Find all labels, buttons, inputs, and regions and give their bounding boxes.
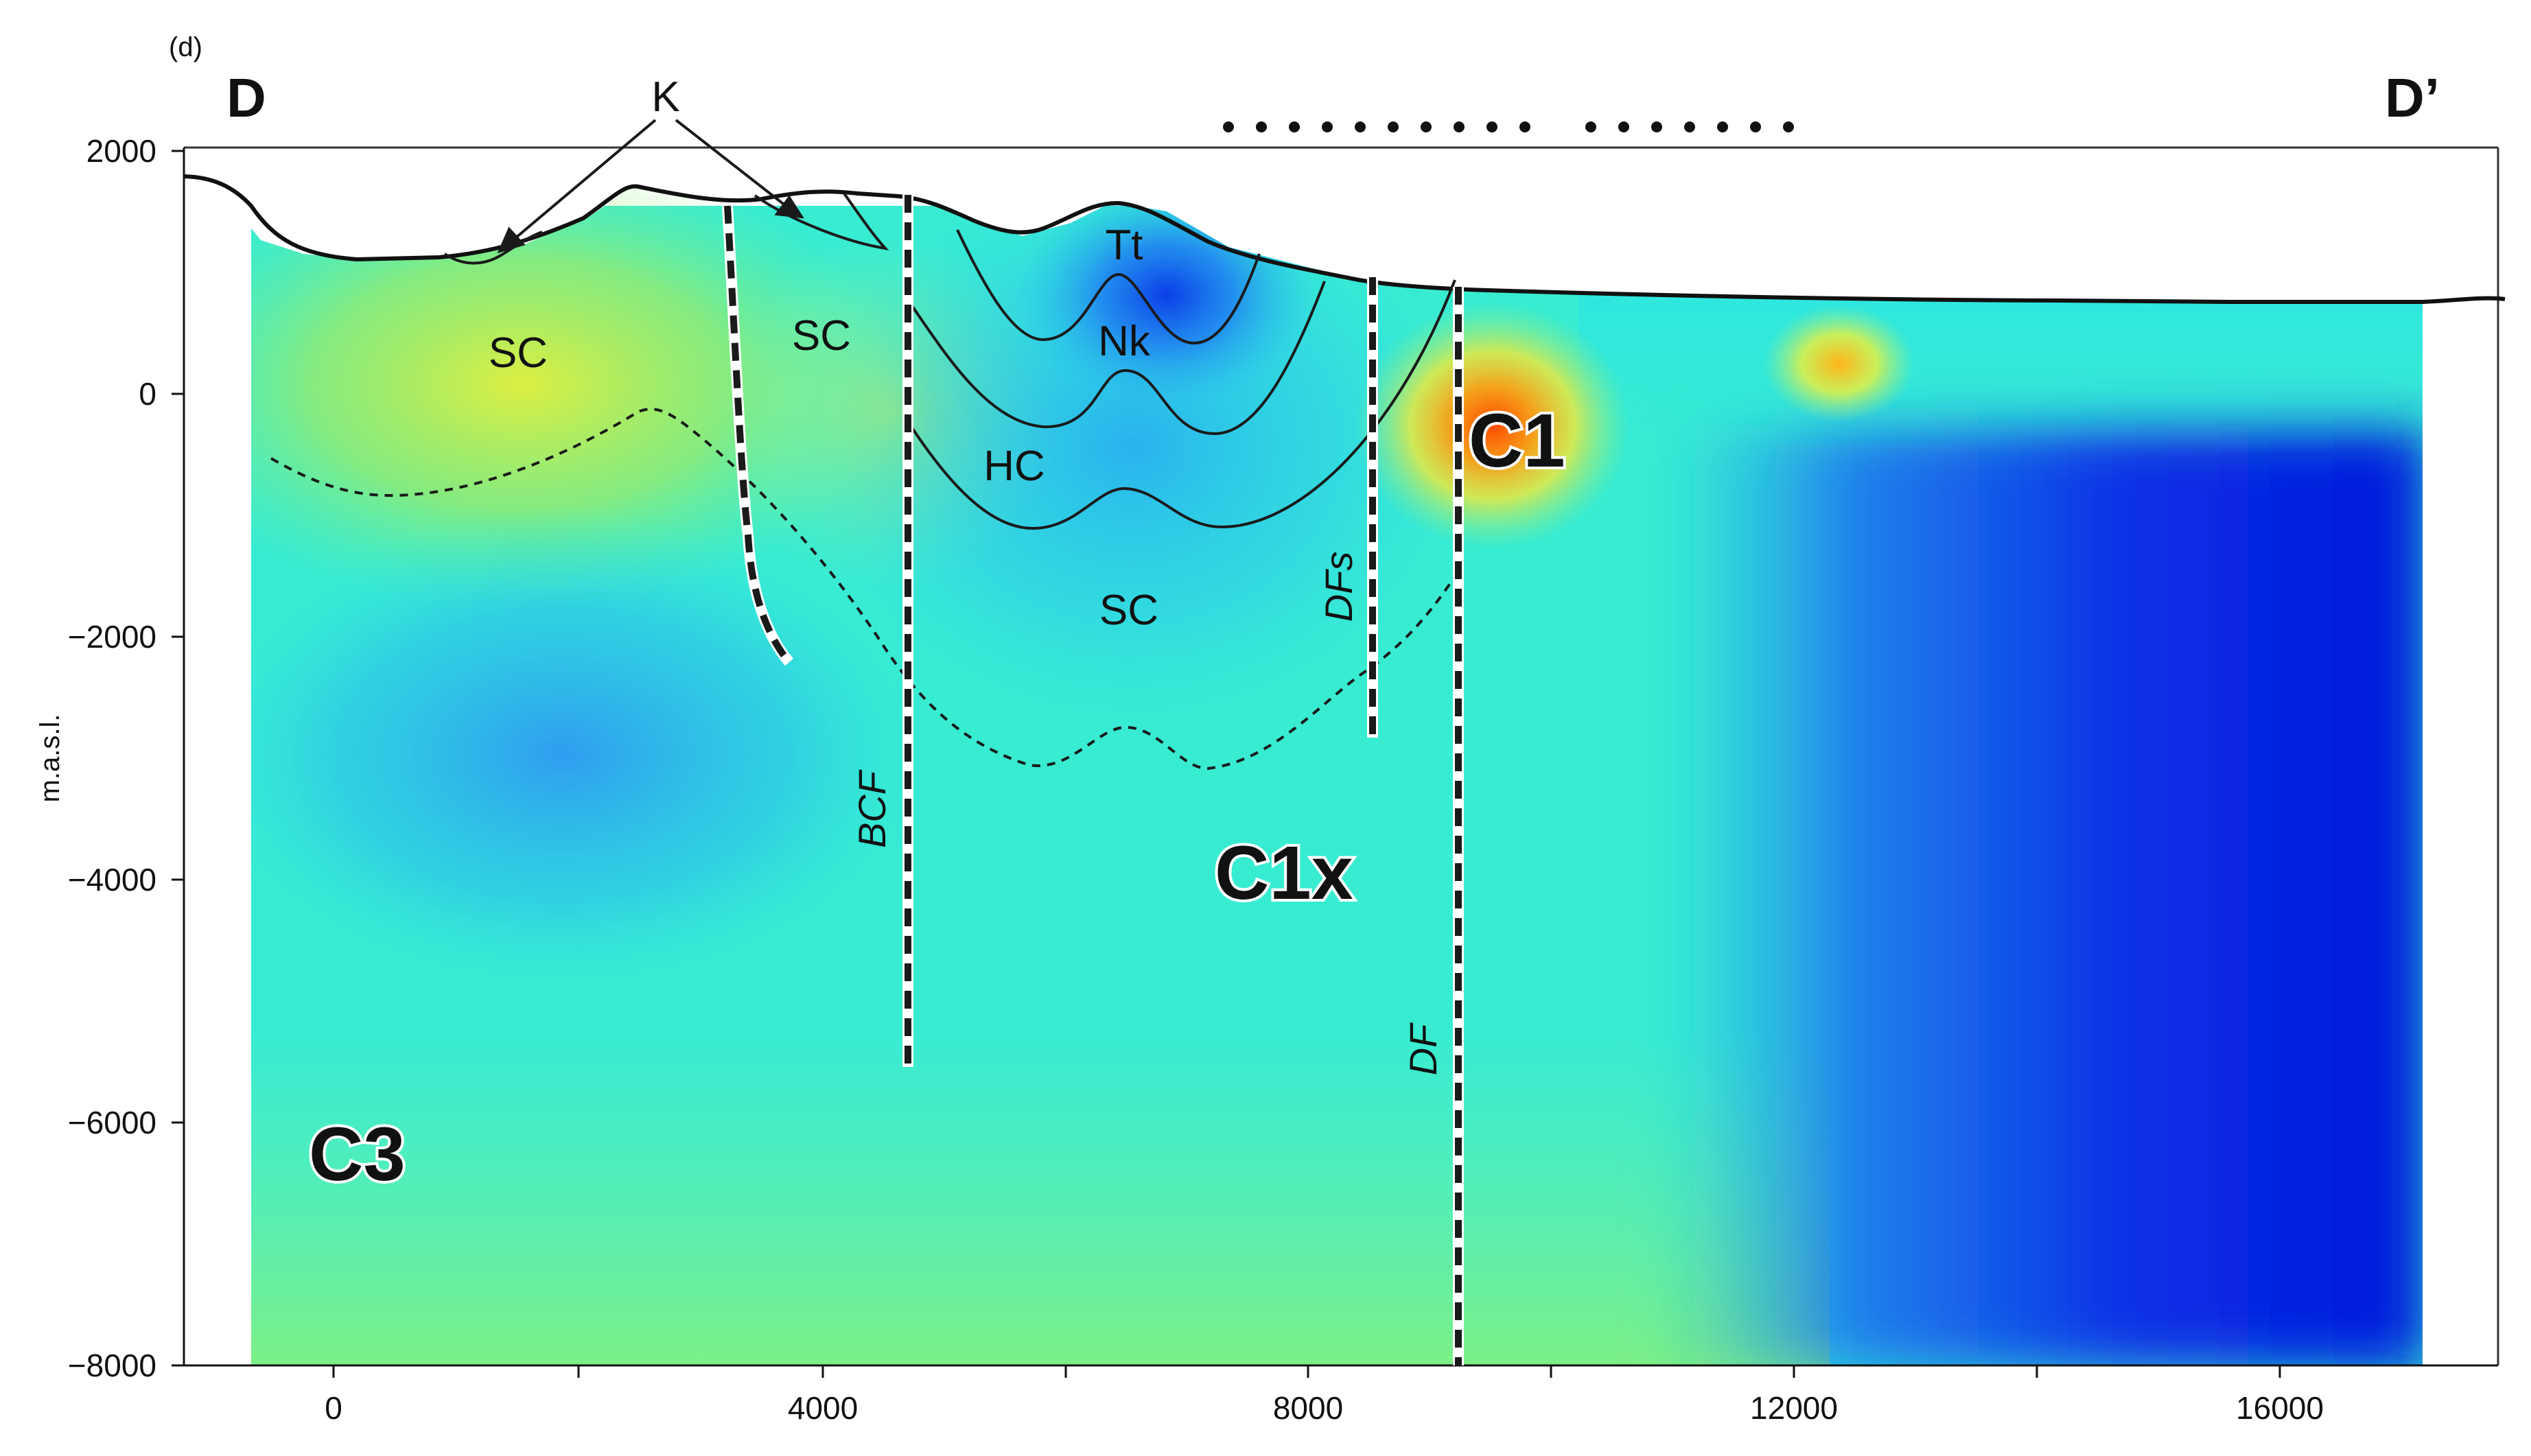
resistivity-model xyxy=(251,187,2423,1365)
unit-label-nk: Nk xyxy=(1098,318,1151,365)
tt-base xyxy=(956,229,1261,345)
unit-label-hc: HC xyxy=(983,443,1045,490)
x-tick-label: 4000 xyxy=(788,1390,858,1426)
anomaly-label-c1x: C1x xyxy=(1215,831,1353,915)
hc-base xyxy=(911,279,1456,530)
unit-label-tt: Tt xyxy=(1105,222,1143,269)
y-axis-ticks: 2000 0 −2000 −4000 −6000 −8000 m.a.s.l. xyxy=(35,133,184,1383)
panel-label: (d) xyxy=(169,32,202,62)
y-tick-label: −8000 xyxy=(68,1348,156,1383)
fault-label-df: DF xyxy=(1401,1022,1445,1075)
fault-label-bcf: BCF xyxy=(850,769,894,848)
fault-lines xyxy=(722,195,1464,1365)
x-tick-label: 0 xyxy=(325,1390,342,1426)
unit-label-sc-mid: SC xyxy=(792,312,851,360)
y-tick-label: −2000 xyxy=(68,619,156,655)
unit-label-sc-left: SC xyxy=(489,329,548,377)
unit-label-sc-lower: SC xyxy=(1099,587,1158,634)
profile-start-label: D xyxy=(226,67,266,128)
base-sc-upper-left xyxy=(270,408,1456,771)
profile-end-label: D’ xyxy=(2385,67,2440,128)
y-axis-label: m.a.s.l. xyxy=(35,714,65,803)
fault-label-dfs: DFs xyxy=(1317,552,1360,622)
k-arrows xyxy=(497,119,804,254)
k-lens-left xyxy=(443,231,543,265)
y-tick-label: −4000 xyxy=(68,862,156,897)
x-axis-ticks: 0 4000 8000 12000 16000 xyxy=(325,1365,2324,1426)
unit-label-k: K xyxy=(651,73,679,121)
x-tick-label: 16000 xyxy=(2236,1390,2324,1426)
nk-base xyxy=(908,281,1326,436)
anomaly-label-c1: C1 xyxy=(1469,399,1565,483)
y-tick-label: −6000 xyxy=(68,1105,156,1140)
station-dots xyxy=(1223,121,1794,132)
axes-frame xyxy=(183,146,2499,1367)
anomaly-label-c3: C3 xyxy=(309,1112,406,1197)
y-tick-label: 2000 xyxy=(86,133,156,169)
x-tick-label: 8000 xyxy=(1273,1390,1343,1426)
y-tick-label: 0 xyxy=(139,376,156,412)
x-tick-label: 12000 xyxy=(1750,1390,1838,1426)
